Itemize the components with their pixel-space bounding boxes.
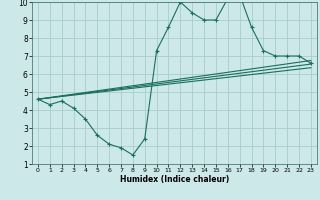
X-axis label: Humidex (Indice chaleur): Humidex (Indice chaleur) [120, 175, 229, 184]
